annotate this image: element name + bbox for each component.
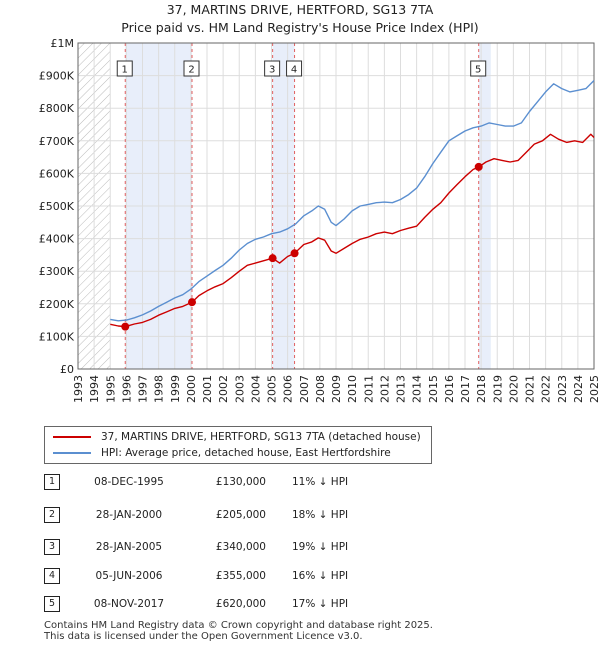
transaction-number-badge: 4 [44, 568, 60, 584]
transaction-number-badge: 3 [44, 539, 60, 555]
transaction-hpi-diff: 17% ↓ HPI [292, 598, 349, 610]
x-tick-label: 2012 [378, 375, 391, 403]
x-tick-label: 1998 [153, 375, 166, 403]
y-tick-label: £300K [39, 265, 75, 278]
x-tick-label: 2010 [346, 375, 359, 403]
x-tick-label: 1996 [120, 375, 133, 403]
footer-copyright: Contains HM Land Registry data © Crown c… [44, 620, 433, 631]
transaction-hpi-diff: 16% ↓ HPI [292, 570, 349, 582]
table-row: 4 05-JUN-2006 £355,000 16% ↓ HPI [44, 568, 464, 584]
transaction-hpi-diff: 11% ↓ HPI [292, 476, 349, 488]
x-tick-label: 1993 [72, 375, 85, 403]
plot-border [77, 42, 595, 370]
transaction-label-box [183, 60, 200, 77]
transaction-point [474, 162, 483, 171]
transaction-price: £130,000 [215, 476, 266, 488]
transaction-label-box [470, 60, 487, 77]
transaction-price: £340,000 [215, 541, 266, 553]
x-tick-label: 2000 [185, 375, 198, 403]
transaction-price: £205,000 [215, 509, 266, 521]
x-tick-label: 2017 [459, 375, 472, 403]
transaction-label: 3 [269, 65, 275, 76]
transaction-number-badge: 5 [44, 596, 60, 612]
x-tick-label: 2023 [556, 375, 569, 403]
x-tick-label: 2011 [362, 375, 375, 403]
y-tick-label: £1M [51, 37, 75, 50]
y-tick-label: £600K [39, 167, 75, 180]
table-row: 3 28-JAN-2005 £340,000 19% ↓ HPI [44, 539, 464, 555]
x-tick-label: 1994 [88, 375, 101, 403]
x-tick-label: 1995 [104, 375, 117, 403]
legend: 37, MARTINS DRIVE, HERTFORD, SG13 7TA (d… [44, 426, 432, 464]
legend-swatch-property [53, 436, 91, 438]
footer: Contains HM Land Registry data © Crown c… [44, 620, 433, 642]
transaction-hpi-diff: 18% ↓ HPI [292, 509, 349, 521]
transaction-hpi-diff: 19% ↓ HPI [292, 541, 349, 553]
x-tick-label: 2022 [540, 375, 553, 403]
y-tick-label: £400K [39, 233, 75, 246]
transaction-number-badge: 1 [44, 474, 60, 490]
transaction-date: 05-JUN-2006 [95, 570, 163, 582]
x-tick-label: 2016 [443, 375, 456, 403]
transaction-label: 1 [122, 65, 128, 76]
footer-license: This data is licensed under the Open Gov… [44, 631, 363, 642]
x-tick-label: 2005 [266, 375, 279, 403]
transaction-date: 08-NOV-2017 [93, 598, 165, 610]
transaction-price: £355,000 [215, 570, 266, 582]
chart-title: 37, MARTINS DRIVE, HERTFORD, SG13 7TA [166, 2, 434, 17]
y-tick-label: £500K [39, 200, 75, 213]
x-tick-label: 2004 [249, 375, 262, 403]
x-tick-label: 2007 [298, 375, 311, 403]
transaction-label: 5 [475, 65, 481, 76]
chart-subtitle: Price paid vs. HM Land Registry's House … [121, 20, 479, 35]
x-tick-label: 2015 [427, 375, 440, 403]
x-tick-label: 2021 [524, 375, 537, 403]
x-tick-label: 2018 [475, 375, 488, 403]
y-tick-label: £200K [39, 298, 75, 311]
transaction-label: 2 [188, 65, 194, 76]
transaction-label-box [116, 60, 133, 77]
x-tick-label: 1997 [137, 375, 150, 403]
x-tick-label: 2008 [314, 375, 327, 403]
legend-item-hpi: HPI: Average price, detached house, East… [53, 445, 391, 461]
legend-swatch-hpi [53, 452, 91, 454]
transaction-label-box [264, 60, 281, 77]
transaction-point [121, 322, 130, 331]
table-row: 5 08-NOV-2017 £620,000 17% ↓ HPI [44, 596, 464, 612]
table-row: 1 08-DEC-1995 £130,000 11% ↓ HPI [44, 474, 464, 490]
x-tick-label: 2006 [282, 375, 295, 403]
y-tick-label: £800K [39, 102, 75, 115]
transaction-date: 28-JAN-2005 [95, 541, 163, 553]
transaction-label: 4 [291, 65, 297, 76]
legend-item-property: 37, MARTINS DRIVE, HERTFORD, SG13 7TA (d… [53, 429, 421, 445]
x-tick-label: 2001 [201, 375, 214, 403]
price-chart: 1 2 3 4 5 £0 £100K £200K £300K £400K £500K £600K £70… [39, 37, 600, 403]
x-tick-label: 2002 [217, 375, 230, 403]
x-tick-label: 2014 [411, 375, 424, 403]
legend-label-hpi: HPI: Average price, detached house, East… [101, 447, 391, 459]
legend-label-property: 37, MARTINS DRIVE, HERTFORD, SG13 7TA (d… [101, 431, 421, 443]
y-tick-label: £100K [39, 330, 75, 343]
y-tick-label: £700K [39, 135, 75, 148]
transaction-price: £620,000 [215, 598, 266, 610]
x-tick-label: 2025 [588, 375, 600, 403]
x-tick-label: 2003 [233, 375, 246, 403]
table-row: 2 28-JAN-2000 £205,000 18% ↓ HPI [44, 507, 464, 523]
transaction-date: 28-JAN-2000 [95, 509, 163, 521]
transaction-number-badge: 2 [44, 507, 60, 523]
transaction-point [188, 298, 197, 307]
x-tick-label: 1999 [169, 375, 182, 403]
x-tick-label: 2009 [330, 375, 343, 403]
transaction-point [290, 249, 299, 258]
series-line [110, 80, 595, 322]
transaction-point [268, 254, 277, 263]
x-tick-label: 2019 [491, 375, 504, 403]
y-tick-label: £900K [39, 70, 75, 83]
x-tick-label: 2013 [395, 375, 408, 403]
x-tick-label: 2020 [507, 375, 520, 403]
transaction-label-box [286, 60, 303, 77]
y-tick-label: £0 [60, 363, 74, 376]
transaction-date: 08-DEC-1995 [94, 476, 164, 488]
x-tick-label: 2024 [572, 375, 585, 403]
